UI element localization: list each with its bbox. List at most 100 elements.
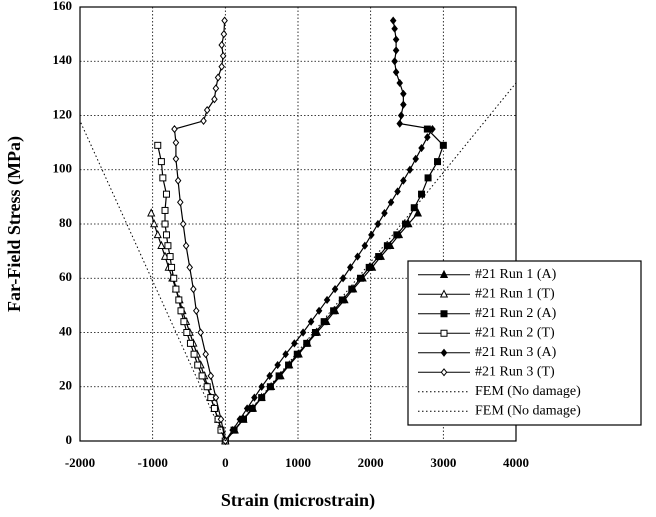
y-tick-label: 160 [53,0,73,13]
marker [434,158,442,166]
marker [190,350,198,358]
legend-label: FEM (No damage) [475,403,581,418]
marker [186,263,194,272]
marker [402,220,410,228]
y-axis-title: Far-Field Stress (MPa) [4,136,25,312]
legend-label: #21 Run 1 (A) [475,267,557,282]
marker [186,339,194,347]
marker [383,242,391,250]
marker [203,105,211,115]
marker [275,372,283,380]
marker [311,329,319,336]
marker [347,263,354,272]
marker [282,350,289,359]
marker [381,209,388,218]
marker [406,165,414,174]
marker [387,198,395,207]
marker [175,296,183,304]
marker [172,138,180,147]
legend-marker [440,368,448,377]
marker [323,295,331,305]
y-tick-label: 140 [53,52,73,67]
marker [266,371,273,381]
marker [218,62,225,71]
legend-box [407,260,642,426]
legend-marker [439,269,449,279]
marker [392,67,400,77]
marker [293,350,301,358]
marker [258,382,265,391]
x-tick-label: 3000 [430,455,456,470]
marker [389,16,397,25]
marker [394,187,401,196]
y-tick-label: 60 [59,269,72,284]
marker [198,372,206,380]
marker [251,393,258,402]
marker [315,306,323,315]
marker [170,274,178,282]
marker [258,394,266,402]
marker [164,242,172,250]
marker [236,415,244,424]
marker [159,174,167,182]
y-tick-label: 80 [59,215,72,230]
x-axis-title: Strain (microstrain) [221,490,375,511]
marker [396,78,404,88]
legend-marker [440,329,448,337]
marker [391,24,398,33]
marker [307,317,315,326]
legend-label: FEM (No damage) [475,384,581,399]
marker [157,158,165,166]
marker [393,231,401,239]
marker [162,190,170,198]
marker [211,95,218,104]
marker [391,57,398,66]
marker [190,284,197,294]
marker [166,253,174,261]
marker [392,35,400,44]
marker [243,404,251,413]
marker [217,426,225,434]
marker [171,124,178,134]
marker [331,284,339,294]
x-tick-label: 1000 [285,455,311,470]
marker [207,371,215,381]
y-tick-label: 120 [53,106,73,121]
marker [192,306,200,315]
marker [338,296,346,304]
marker [194,361,202,369]
y-tick-label: 100 [53,161,73,176]
marker [299,328,307,337]
legend-label: #21 Run 3 (A) [475,345,557,360]
y-tick-label: 0 [66,432,73,447]
marker [212,84,220,93]
x-tick-label: 4000 [503,455,529,470]
marker [418,190,426,198]
marker [174,176,182,185]
marker [356,274,364,282]
marker [354,252,361,261]
marker [221,16,228,25]
marker [400,89,407,98]
marker [161,220,169,228]
marker [439,141,447,149]
marker [400,176,407,185]
series-line [224,82,517,442]
marker [374,219,382,229]
marker [413,208,423,217]
marker [291,339,298,348]
marker [412,154,420,164]
marker [176,198,184,207]
marker [172,154,180,164]
legend-label: #21 Run 2 (A) [475,306,557,321]
marker [212,393,220,402]
marker [179,219,187,229]
marker [330,307,338,315]
marker [154,141,162,149]
marker [396,119,404,128]
marker [147,208,156,217]
marker [172,285,180,293]
marker [392,46,400,55]
marker [150,219,159,228]
